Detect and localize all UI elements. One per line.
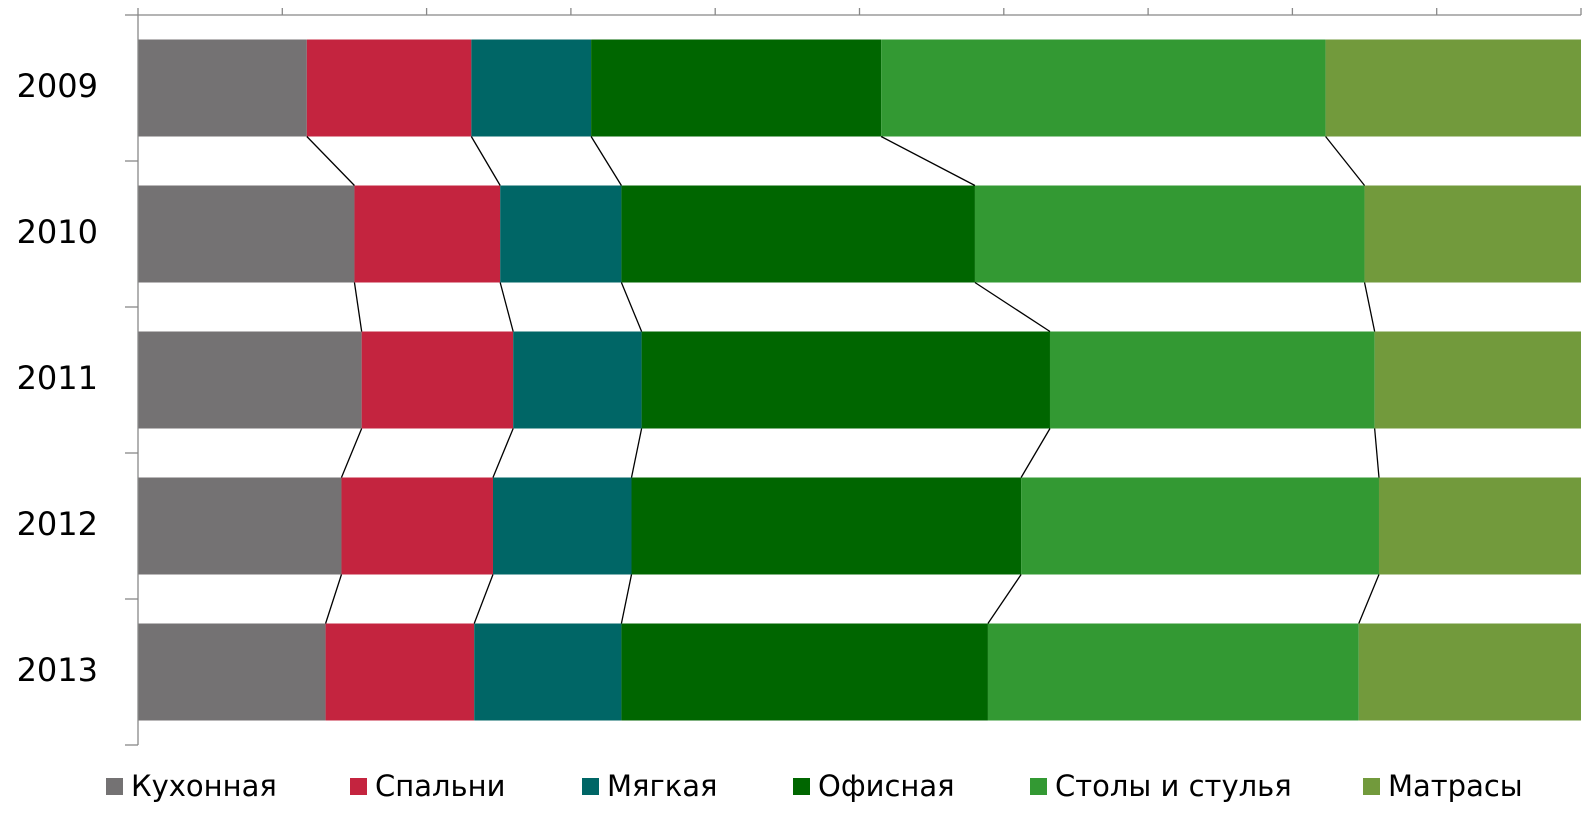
bar-segment <box>138 331 362 429</box>
bar-segment <box>513 331 642 429</box>
series-line <box>974 281 1051 333</box>
bar-segment <box>1325 39 1581 137</box>
series-line <box>880 135 976 187</box>
series-line <box>630 428 643 478</box>
bar-segment <box>987 623 1359 721</box>
bar-segment <box>591 39 882 137</box>
bar-segment <box>1378 477 1581 575</box>
bar-segment <box>500 185 622 283</box>
bar-segment <box>341 477 493 575</box>
series-line <box>470 136 501 186</box>
bar-segment <box>1049 331 1375 429</box>
bar-segment <box>474 623 622 721</box>
series-line <box>1020 428 1051 478</box>
series-line <box>324 574 343 624</box>
y-tick-label: 2011 <box>17 359 98 397</box>
bar-segment <box>138 185 355 283</box>
legend-label: Спальни <box>375 769 505 803</box>
bar-segment <box>138 39 307 137</box>
bar-segment <box>974 185 1365 283</box>
bar-segment <box>325 623 475 721</box>
series-line <box>590 136 622 186</box>
bar-segment <box>361 331 514 429</box>
series-line <box>987 574 1022 624</box>
y-tick-label: 2010 <box>17 213 98 251</box>
legend-swatch <box>350 778 367 795</box>
bar-segment <box>881 39 1326 137</box>
series-line <box>1358 574 1380 624</box>
bar-segment <box>621 623 988 721</box>
bar-segment <box>306 39 472 137</box>
legend-label: Офисная <box>818 769 955 803</box>
bar-segment <box>1358 623 1581 721</box>
legend-swatch <box>1030 778 1047 795</box>
series-line <box>492 428 514 478</box>
y-tick-label: 2013 <box>17 651 98 689</box>
bar-segment <box>138 477 342 575</box>
bar-segment <box>492 477 632 575</box>
bar-segment <box>471 39 592 137</box>
series-line <box>473 574 494 624</box>
bar-segment <box>1364 185 1581 283</box>
bar-segment <box>621 185 975 283</box>
series-line <box>620 574 633 624</box>
bar-segment <box>631 477 1022 575</box>
series-line <box>620 282 643 332</box>
legend-label: Столы и стулья <box>1055 769 1292 803</box>
bar-segment <box>138 623 326 721</box>
legend-label: Матрасы <box>1388 769 1523 803</box>
legend-swatch <box>793 778 810 795</box>
series-line <box>306 136 355 186</box>
legend-swatch <box>106 778 123 795</box>
series-line <box>1374 428 1380 478</box>
bar-segment <box>641 331 1050 429</box>
series-line <box>353 282 363 332</box>
y-tick-label: 2009 <box>17 67 98 105</box>
y-tick-label: 2012 <box>17 505 98 543</box>
legend-swatch <box>582 778 599 795</box>
series-line <box>1363 282 1376 332</box>
series-line <box>1325 136 1366 186</box>
bar-segment <box>1021 477 1379 575</box>
legend-swatch <box>1363 778 1380 795</box>
bar-segment <box>354 185 501 283</box>
legend-label: Кухонная <box>131 769 277 803</box>
bar-segment <box>1374 331 1581 429</box>
legend-label: Мягкая <box>607 769 717 803</box>
series-line <box>340 428 363 478</box>
series-line <box>499 282 514 332</box>
